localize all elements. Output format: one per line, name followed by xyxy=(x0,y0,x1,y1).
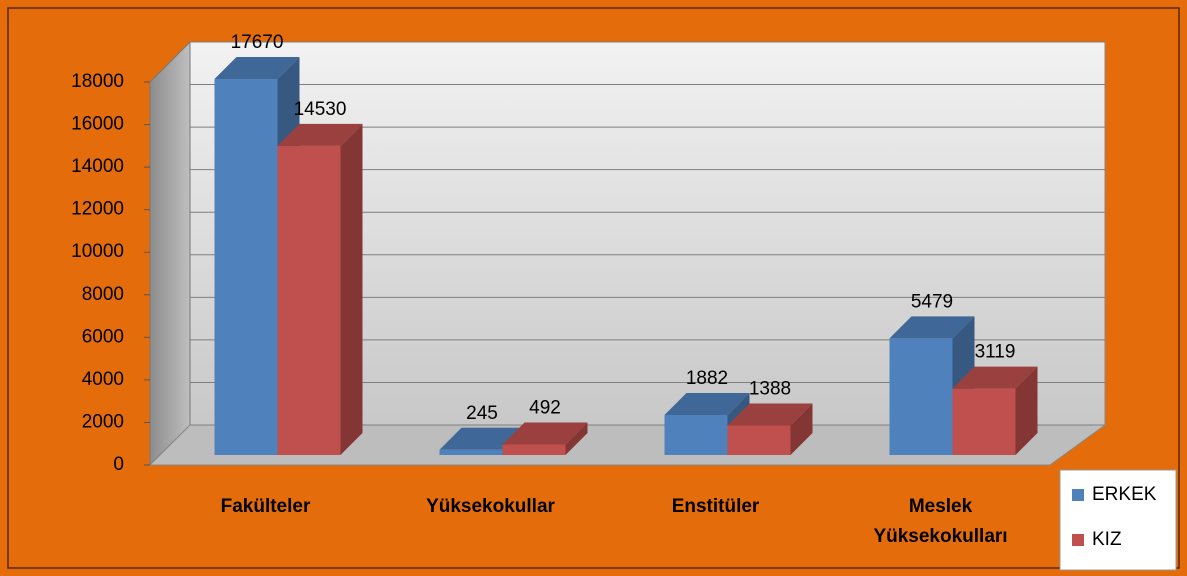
bar-side xyxy=(565,422,588,455)
data-label: 245 xyxy=(466,403,498,424)
bar xyxy=(439,449,503,455)
y-tick-label: 12000 xyxy=(71,199,124,220)
bar-top xyxy=(664,392,750,415)
bar-top xyxy=(214,57,300,80)
side-wall xyxy=(149,40,191,467)
bar xyxy=(214,79,278,455)
bar-side xyxy=(1015,366,1038,455)
y-tick-label: 8000 xyxy=(82,284,124,305)
bar-top xyxy=(952,366,1038,389)
x-tick-label: Enstitüler xyxy=(671,496,760,517)
y-tick-label: 10000 xyxy=(71,241,124,262)
bar-top xyxy=(889,316,975,339)
bar xyxy=(727,425,791,455)
data-label: 3119 xyxy=(975,342,1016,363)
data-label: 1882 xyxy=(686,368,728,389)
x-tick-label: Fakülteler xyxy=(220,496,311,517)
y-tick-label: 16000 xyxy=(71,114,124,135)
bar xyxy=(889,338,953,455)
y-tick-label: 2000 xyxy=(82,411,124,432)
legend-box xyxy=(1059,469,1177,571)
legend-swatch xyxy=(1072,534,1084,546)
bar xyxy=(664,414,728,455)
bar-side xyxy=(340,123,363,455)
bar-top xyxy=(502,422,588,445)
data-label: 14530 xyxy=(294,99,347,120)
legend-label: KIZ xyxy=(1092,529,1122,550)
data-label: 17670 xyxy=(231,32,284,53)
y-tick-label: 6000 xyxy=(82,326,124,347)
frame xyxy=(7,7,1180,569)
x-tick-label: Yüksekokullar xyxy=(426,496,555,517)
data-label: 5479 xyxy=(911,291,953,312)
bar xyxy=(952,388,1016,455)
bar xyxy=(277,145,341,455)
y-tick-label: 14000 xyxy=(71,156,124,177)
bar-top xyxy=(727,403,813,426)
y-tick-label: 4000 xyxy=(82,369,124,390)
bar-top xyxy=(277,123,363,146)
y-tick-label: 18000 xyxy=(71,71,124,92)
data-label: 1388 xyxy=(749,378,791,399)
data-label: 492 xyxy=(529,398,561,419)
x-tick-label: Meslek Yüksekokulları xyxy=(873,496,1008,547)
bar-side xyxy=(790,403,813,455)
y-tick-label: 0 xyxy=(113,454,124,475)
bar xyxy=(502,444,566,455)
legend-swatch xyxy=(1072,489,1084,501)
legend-label: ERKEK xyxy=(1092,484,1157,505)
